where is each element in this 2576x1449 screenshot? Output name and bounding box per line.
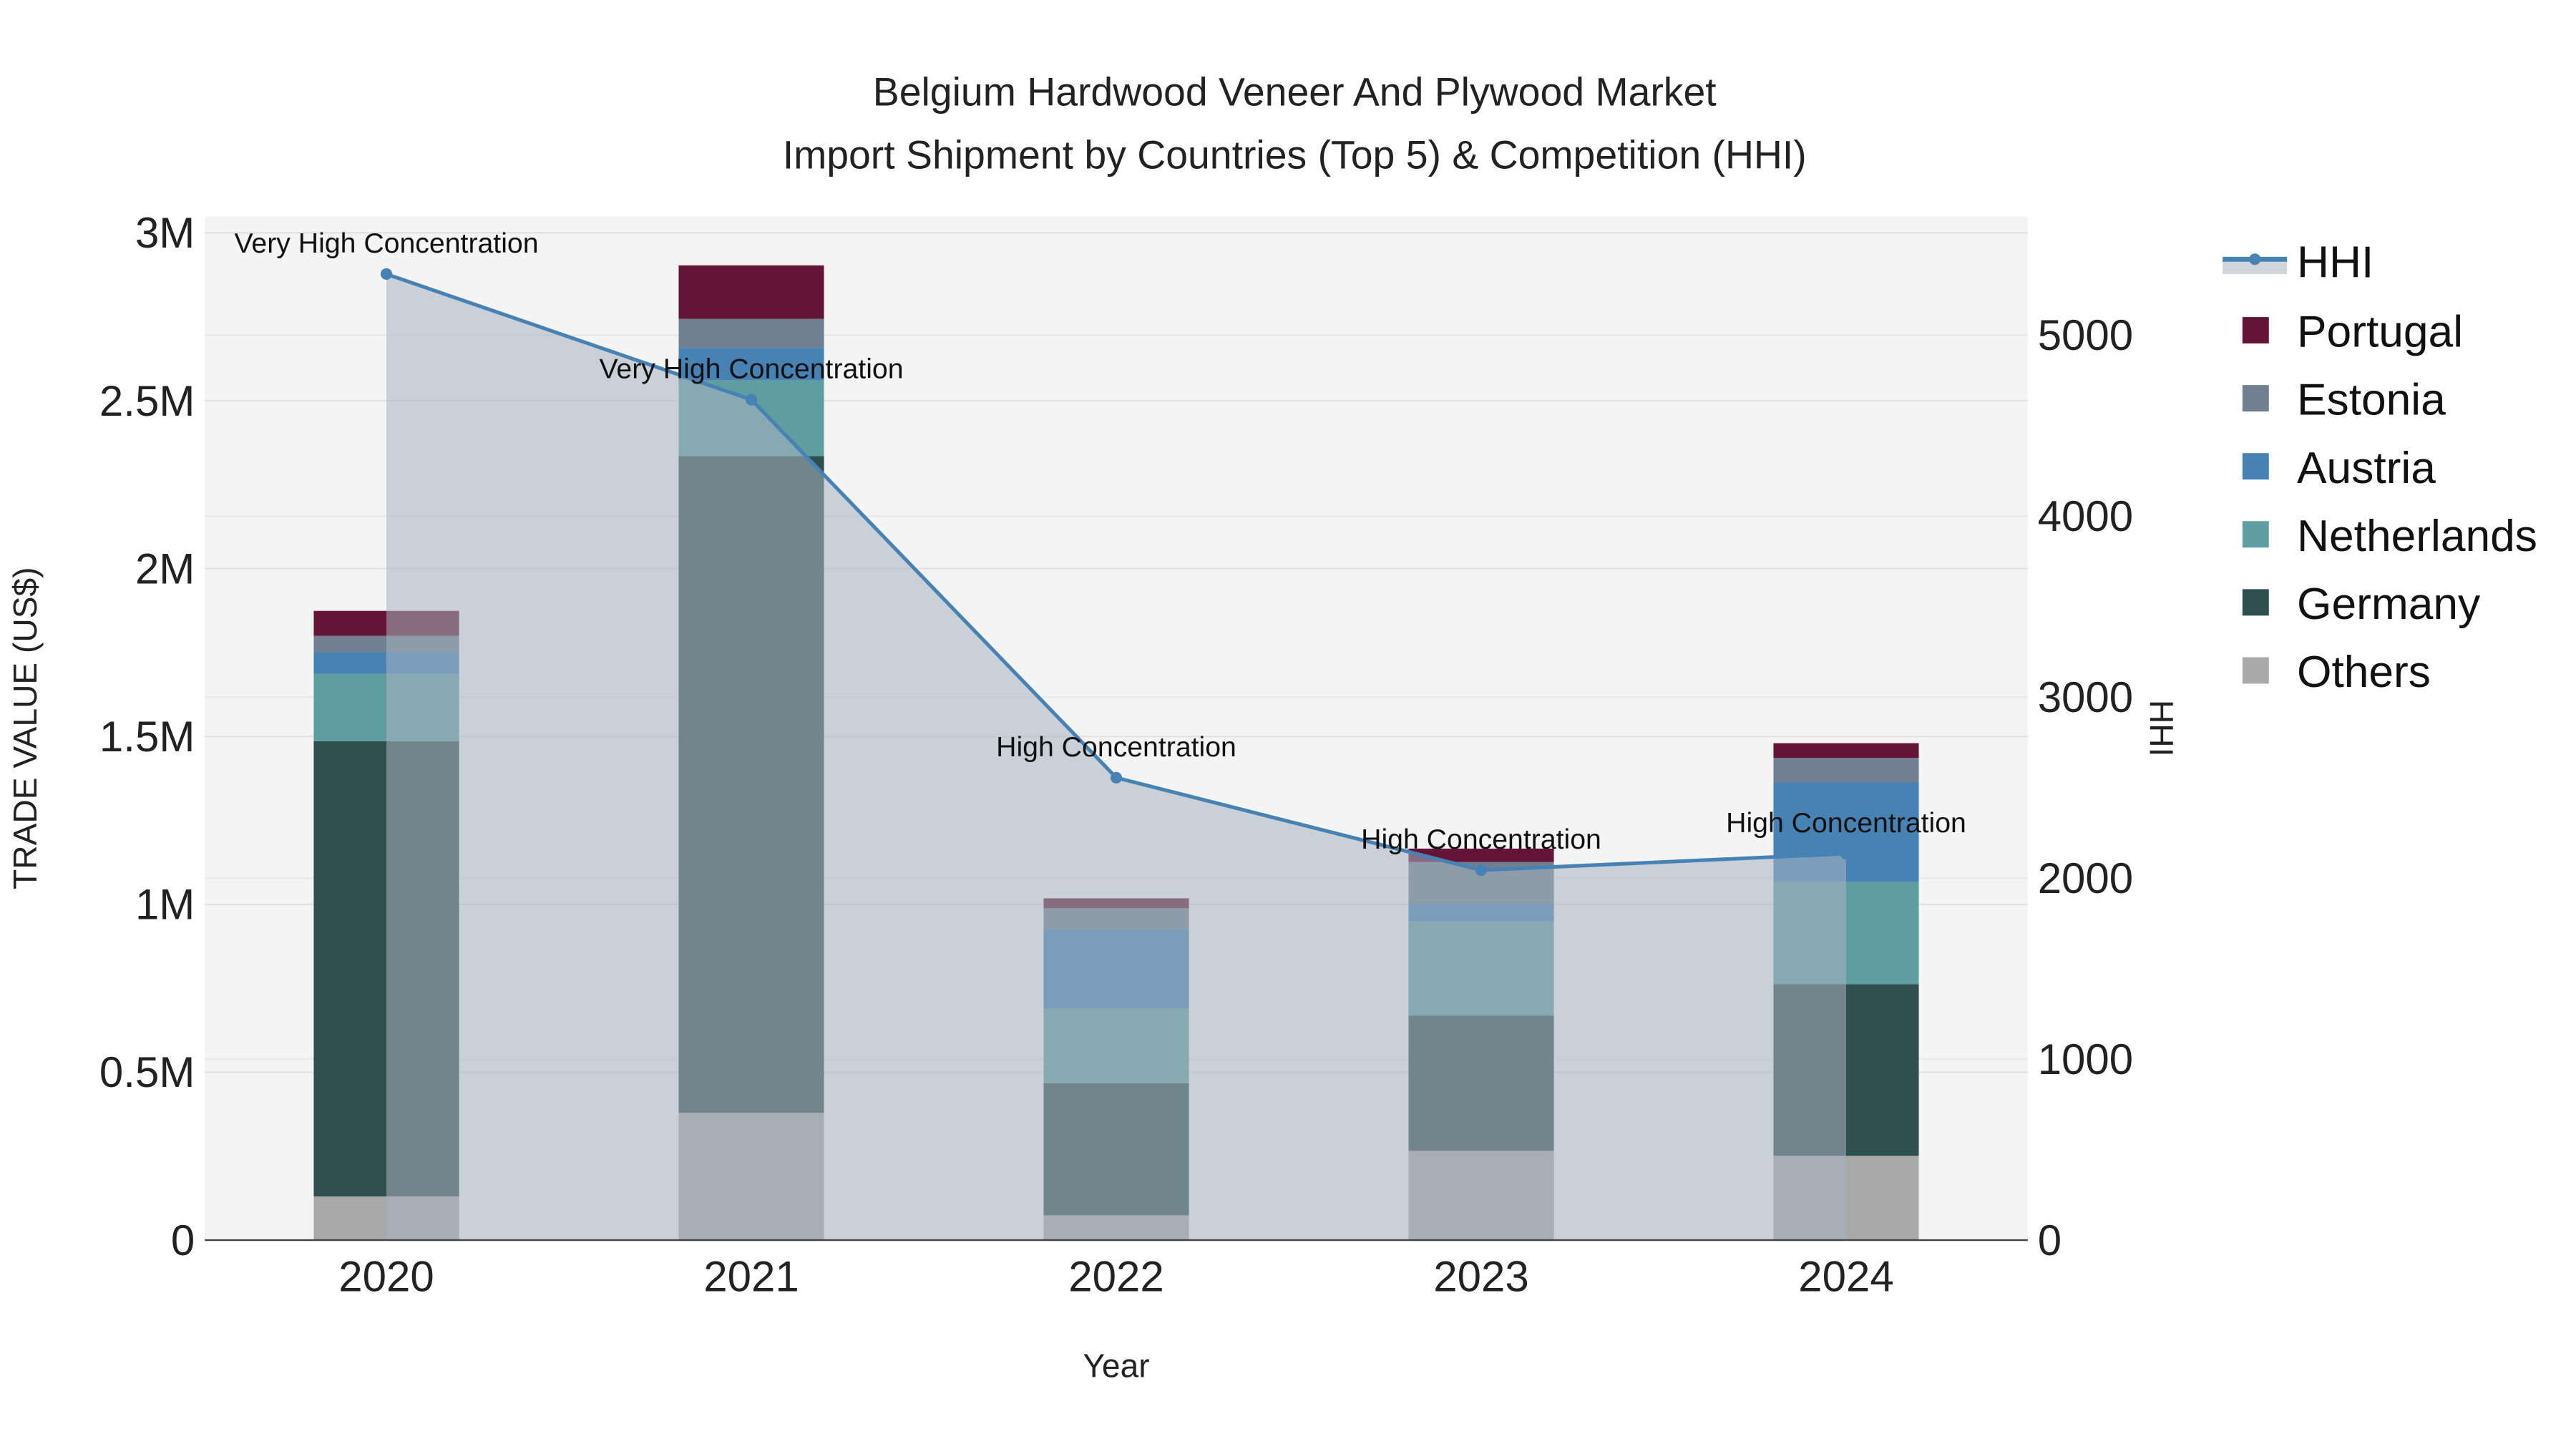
legend-swatch-austria <box>2242 453 2269 480</box>
y2-tick-label: 2000 <box>2038 854 2133 902</box>
hhi-area <box>386 273 1846 1241</box>
legend-label-others: Others <box>2297 648 2431 697</box>
y-axis-title: TRADE VALUE (US$) <box>6 567 44 889</box>
x-tick-label: 2024 <box>1798 1253 1893 1301</box>
chart-title-line2: Import Shipment by Countries (Top 5) & C… <box>783 132 1807 177</box>
hhi-annotation: High Concentration <box>1726 807 1966 839</box>
y2-tick-label: 4000 <box>2038 492 2133 540</box>
y-tick-label: 2.5M <box>99 377 195 425</box>
legend-swatch-estonia <box>2242 385 2269 412</box>
bar-estonia-2021 <box>678 318 824 348</box>
y2-tick-label: 3000 <box>2038 673 2133 721</box>
legend-hhi-marker <box>2249 253 2261 265</box>
axes: 0 0.5M 1M 1.5M 2M 2.5M 3M 0 1000 2000 3000 4000 5000… <box>99 209 2133 1300</box>
legend-swatch-portugal <box>2242 317 2269 343</box>
y-tick-label: 2M <box>135 545 195 592</box>
legend-label-portugal: Portugal <box>2297 308 2463 357</box>
legend-label-netherlands: Netherlands <box>2297 512 2537 561</box>
hhi-point-2023 <box>1475 864 1488 877</box>
y-tick-label: 0 <box>171 1216 195 1264</box>
bar-portugal-2023 <box>1408 848 1554 862</box>
hhi-point-2022 <box>1110 771 1123 784</box>
y-tick-label: 1.5M <box>99 713 195 761</box>
hhi-annotation: High Concentration <box>1361 824 1601 855</box>
legend: HHI Portugal Estonia Austria Netherlands Germ… <box>2223 238 2537 697</box>
bar-portugal-2024 <box>1773 743 1919 758</box>
bar-portugal-2021 <box>678 265 824 319</box>
y2-axis-title: HHI <box>2143 700 2180 756</box>
legend-swatch-others <box>2242 657 2269 684</box>
x-axis-title: Year <box>1083 1347 1149 1385</box>
hhi-point-2020 <box>380 268 393 280</box>
legend-swatch-germany <box>2242 589 2269 616</box>
legend-label-germany: Germany <box>2297 580 2481 629</box>
legend-label-hhi: HHI <box>2297 238 2373 288</box>
bar-estonia-2024 <box>1773 758 1919 783</box>
y2-tick-label: 1000 <box>2038 1035 2133 1083</box>
hhi-point-2021 <box>745 394 758 406</box>
y-tick-label: 3M <box>135 209 195 257</box>
y2-tick-label: 0 <box>2038 1216 2062 1264</box>
legend-label-austria: Austria <box>2297 444 2436 493</box>
x-tick-label: 2022 <box>1068 1253 1163 1301</box>
bar-austria-2021 <box>678 348 824 381</box>
y2-tick-label: 5000 <box>2038 311 2133 359</box>
chart-title-line1: Belgium Hardwood Veneer And Plywood Mark… <box>873 70 1717 114</box>
hhi-annotation: High Concentration <box>996 731 1236 763</box>
hhi-point-2024 <box>1840 848 1853 860</box>
legend-hhi-area-swatch <box>2223 260 2288 275</box>
hhi-series: Very High Concentration Very High Concent… <box>234 228 1966 1241</box>
x-tick-label: 2021 <box>703 1253 799 1301</box>
x-tick-label: 2020 <box>338 1253 434 1301</box>
y-tick-label: 1M <box>135 881 195 929</box>
legend-swatch-netherlands <box>2242 521 2269 548</box>
hhi-annotation: Very High Concentration <box>599 353 903 385</box>
y-tick-label: 0.5M <box>99 1048 195 1096</box>
legend-label-estonia: Estonia <box>2297 376 2446 425</box>
x-tick-label: 2023 <box>1433 1253 1528 1301</box>
hhi-annotation: Very High Concentration <box>234 228 538 259</box>
